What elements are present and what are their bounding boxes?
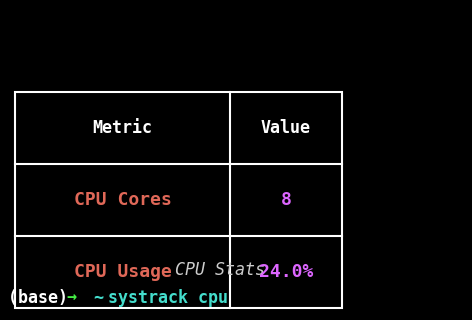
Text: CPU Stats: CPU Stats [175, 261, 265, 279]
Text: ~: ~ [75, 289, 114, 307]
Text: Metric: Metric [93, 119, 152, 137]
Text: systrack cpu: systrack cpu [108, 289, 228, 307]
Text: Value: Value [261, 119, 311, 137]
Text: (base): (base) [8, 289, 78, 307]
Text: →: → [66, 289, 76, 307]
Text: 8: 8 [280, 191, 291, 209]
Bar [15, 92, 342, 308]
Text: CPU Cores: CPU Cores [74, 191, 171, 209]
Text: CPU Usage: CPU Usage [74, 263, 171, 281]
Text: 24.0%: 24.0% [259, 263, 313, 281]
